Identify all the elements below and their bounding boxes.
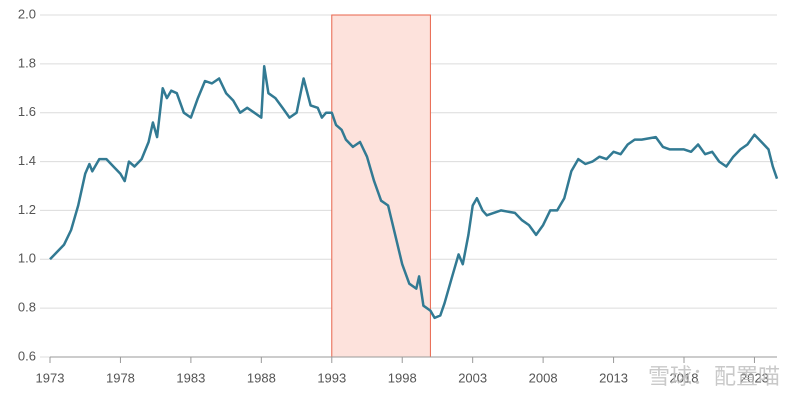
y-tick-label: 1.4: [18, 153, 36, 168]
x-tick-label: 1998: [388, 370, 417, 385]
x-tick-label: 1973: [36, 370, 65, 385]
y-tick-label: 1.2: [18, 202, 36, 217]
x-tick-label: 2023: [740, 370, 769, 385]
x-tick-label: 2018: [670, 370, 699, 385]
x-tick-label: 1993: [317, 370, 346, 385]
watermark: 雪球：配置喵: [648, 364, 780, 389]
y-tick-label: 2.0: [18, 6, 36, 21]
x-tick-label: 1978: [106, 370, 135, 385]
x-tick-label: 1983: [176, 370, 205, 385]
y-tick-label: 1.6: [18, 104, 36, 119]
series-line: [49, 65, 779, 320]
x-tick-label: 2013: [599, 370, 628, 385]
highlight-band: [331, 14, 431, 358]
y-tick-label: 1.8: [18, 55, 36, 70]
y-tick-label: 0.8: [18, 300, 36, 315]
x-tick-label: 1988: [247, 370, 276, 385]
y-tick-label: 1.0: [18, 251, 36, 266]
y-tick-label: 0.6: [18, 348, 36, 363]
x-tick-label: 2008: [529, 370, 558, 385]
x-tick-label: 2003: [458, 370, 487, 385]
